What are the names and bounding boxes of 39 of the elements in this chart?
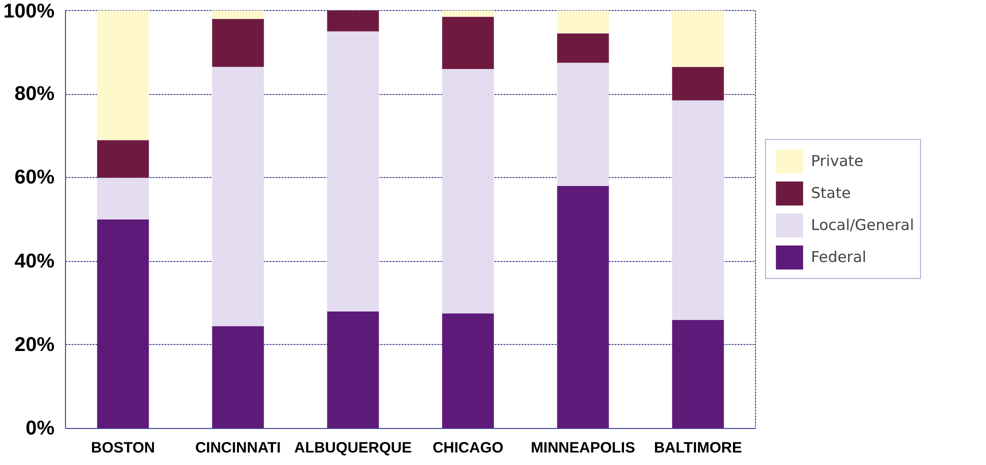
bar [442,16,494,70]
legend-label: State [811,184,851,202]
bar [672,100,724,320]
x-tick-label: BOSTON [91,440,155,456]
x-tick-label: CINCINNATI [195,440,281,456]
legend-label: Local/General [811,216,914,234]
y-tick-label: 20% [14,334,55,356]
bar [557,186,609,428]
bar [97,178,149,220]
y-tick-label: 100% [3,0,55,22]
bar [212,326,264,428]
bar [327,31,379,312]
bar [327,10,379,32]
bar [672,320,724,428]
x-tick-label: BALTIMORE [654,440,742,456]
bar [212,66,264,326]
y-tick-label: 0% [26,418,55,440]
y-tick-label: 60% [14,166,55,189]
bar [672,10,724,67]
bar [97,140,149,178]
bar [557,33,609,63]
bar [442,69,494,314]
x-tick-label: CHICAGO [432,440,504,456]
x-tick-label: ALBUQUERQUE [294,440,412,456]
bar [442,314,494,428]
legend-label: Federal [811,248,866,266]
y-tick-label: 80% [14,83,55,106]
bar [327,311,379,428]
bar [557,10,609,34]
bar [97,220,149,428]
bar [442,10,494,17]
y-tick-label: 40% [14,250,55,272]
bar [672,66,724,100]
legend-label: Private [811,152,864,170]
bar [212,10,264,19]
bar [557,62,609,186]
bar [97,10,149,140]
bar [212,18,264,67]
x-tick-label: MINNEAPOLIS [530,440,636,456]
